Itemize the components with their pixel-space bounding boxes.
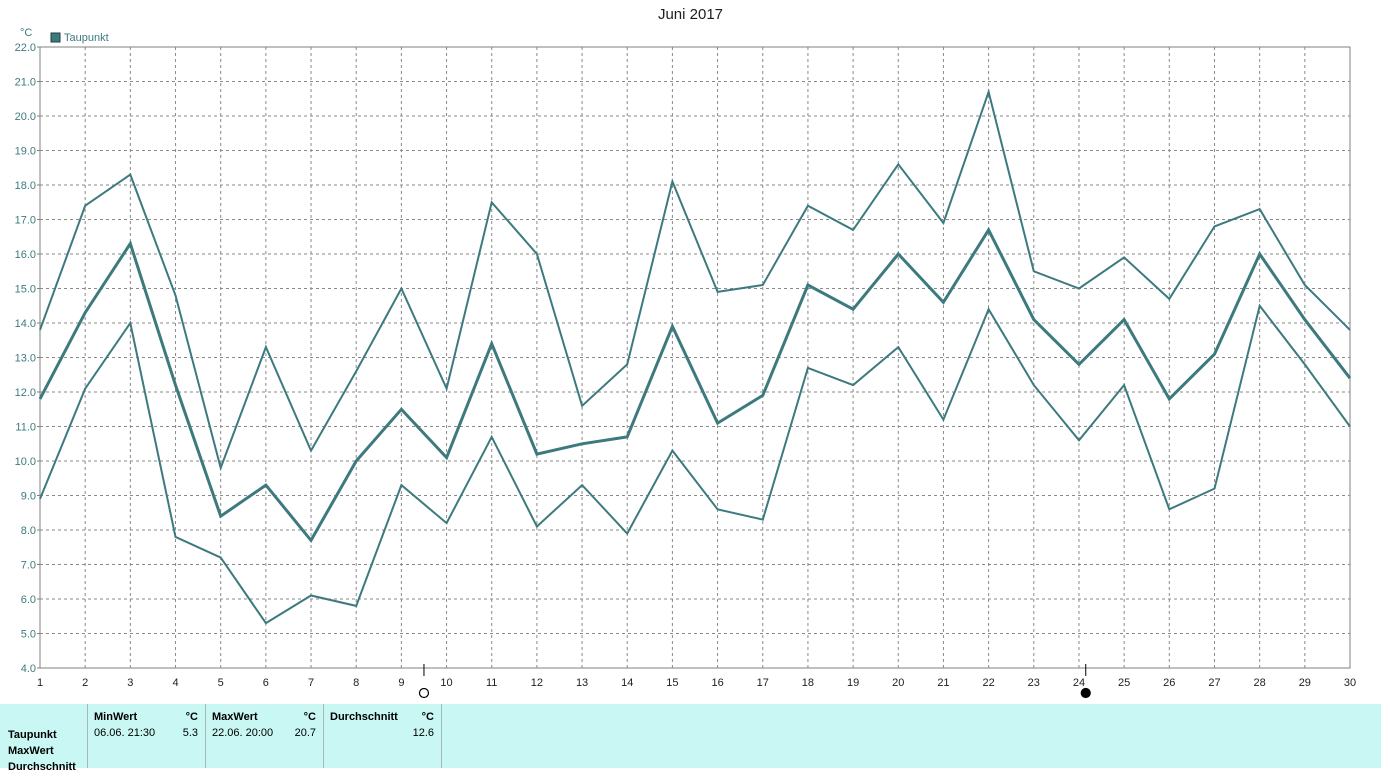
x-tick-label: 29 — [1299, 677, 1311, 689]
min-value: 5.3 — [183, 727, 198, 739]
full-moon-icon — [419, 689, 428, 698]
avg-value: 12.6 — [413, 727, 434, 739]
x-tick-label: 21 — [937, 677, 949, 689]
stats-column-labels — [0, 704, 88, 768]
y-tick-label: 5.0 — [21, 629, 36, 641]
stats-column-max: MaxWert °C 22.06. 20:00 20.7 — [206, 704, 324, 768]
stats-column-min: MinWert °C 06.06. 21:30 5.3 — [88, 704, 206, 768]
min-header: MinWert — [94, 711, 137, 723]
x-tick-label: 12 — [531, 677, 543, 689]
x-tick-label: 8 — [353, 677, 359, 689]
y-tick-label: 21.0 — [15, 77, 36, 89]
legend-label-taupunkt: Taupunkt — [64, 32, 109, 44]
y-tick-label: 19.0 — [15, 146, 36, 158]
y-tick-label: 11.0 — [15, 422, 36, 434]
avg-unit: °C — [422, 711, 434, 723]
x-tick-label: 26 — [1163, 677, 1175, 689]
x-tick-label: 4 — [172, 677, 178, 689]
x-tick-label: 28 — [1254, 677, 1266, 689]
y-tick-label: 6.0 — [21, 594, 36, 606]
x-tick-label: 30 — [1344, 677, 1356, 689]
y-tick-label: 13.0 — [15, 353, 36, 365]
dewpoint-chart: 4.05.06.07.08.09.010.011.012.013.014.015… — [0, 0, 1381, 704]
x-tick-label: 3 — [127, 677, 133, 689]
x-tick-label: 5 — [218, 677, 224, 689]
y-tick-label: 7.0 — [21, 560, 36, 572]
x-tick-label: 18 — [802, 677, 814, 689]
x-tick-label: 24 — [1073, 677, 1085, 689]
x-tick-label: 14 — [621, 677, 633, 689]
x-tick-label: 9 — [398, 677, 404, 689]
y-tick-label: 10.0 — [15, 456, 36, 468]
x-tick-label: 1 — [37, 677, 43, 689]
x-tick-label: 27 — [1208, 677, 1220, 689]
x-tick-label: 22 — [982, 677, 994, 689]
max-when: 22.06. 20:00 — [212, 727, 273, 739]
y-tick-label: 9.0 — [21, 491, 36, 503]
y-tick-label: 18.0 — [15, 180, 36, 192]
x-tick-label: 17 — [757, 677, 769, 689]
new-moon-icon — [1081, 689, 1090, 698]
x-tick-label: 15 — [666, 677, 678, 689]
max-value: 20.7 — [295, 727, 316, 739]
y-unit-label: °C — [20, 27, 32, 39]
stats-column-avg: Durchschnitt °C 12.6 — [324, 704, 442, 768]
x-tick-label: 11 — [486, 677, 497, 689]
max-header: MaxWert — [212, 711, 258, 723]
x-tick-label: 10 — [440, 677, 452, 689]
x-tick-label: 19 — [847, 677, 859, 689]
y-tick-label: 17.0 — [15, 215, 36, 227]
x-tick-label: 25 — [1118, 677, 1130, 689]
y-tick-label: 16.0 — [15, 249, 36, 261]
y-tick-label: 14.0 — [15, 318, 36, 330]
x-tick-label: 23 — [1028, 677, 1040, 689]
y-tick-label: 8.0 — [21, 525, 36, 537]
y-tick-label: 20.0 — [15, 111, 36, 123]
min-when: 06.06. 21:30 — [94, 727, 155, 739]
min-unit: °C — [186, 711, 198, 723]
legend-swatch — [51, 33, 60, 42]
x-tick-label: 20 — [892, 677, 904, 689]
x-tick-label: 7 — [308, 677, 314, 689]
y-tick-label: 15.0 — [15, 284, 36, 296]
x-tick-label: 16 — [711, 677, 723, 689]
y-tick-label: 12.0 — [15, 387, 36, 399]
y-tick-label: 22.0 — [15, 42, 36, 54]
avg-header: Durchschnitt — [330, 711, 398, 723]
x-tick-label: 2 — [82, 677, 88, 689]
x-tick-label: 6 — [263, 677, 269, 689]
statistics-panel: Taupunkt MaxWert Durchschnitt MinWert °C… — [0, 704, 1381, 768]
x-tick-label: 13 — [576, 677, 588, 689]
y-tick-label: 4.0 — [21, 663, 36, 675]
max-unit: °C — [304, 711, 316, 723]
